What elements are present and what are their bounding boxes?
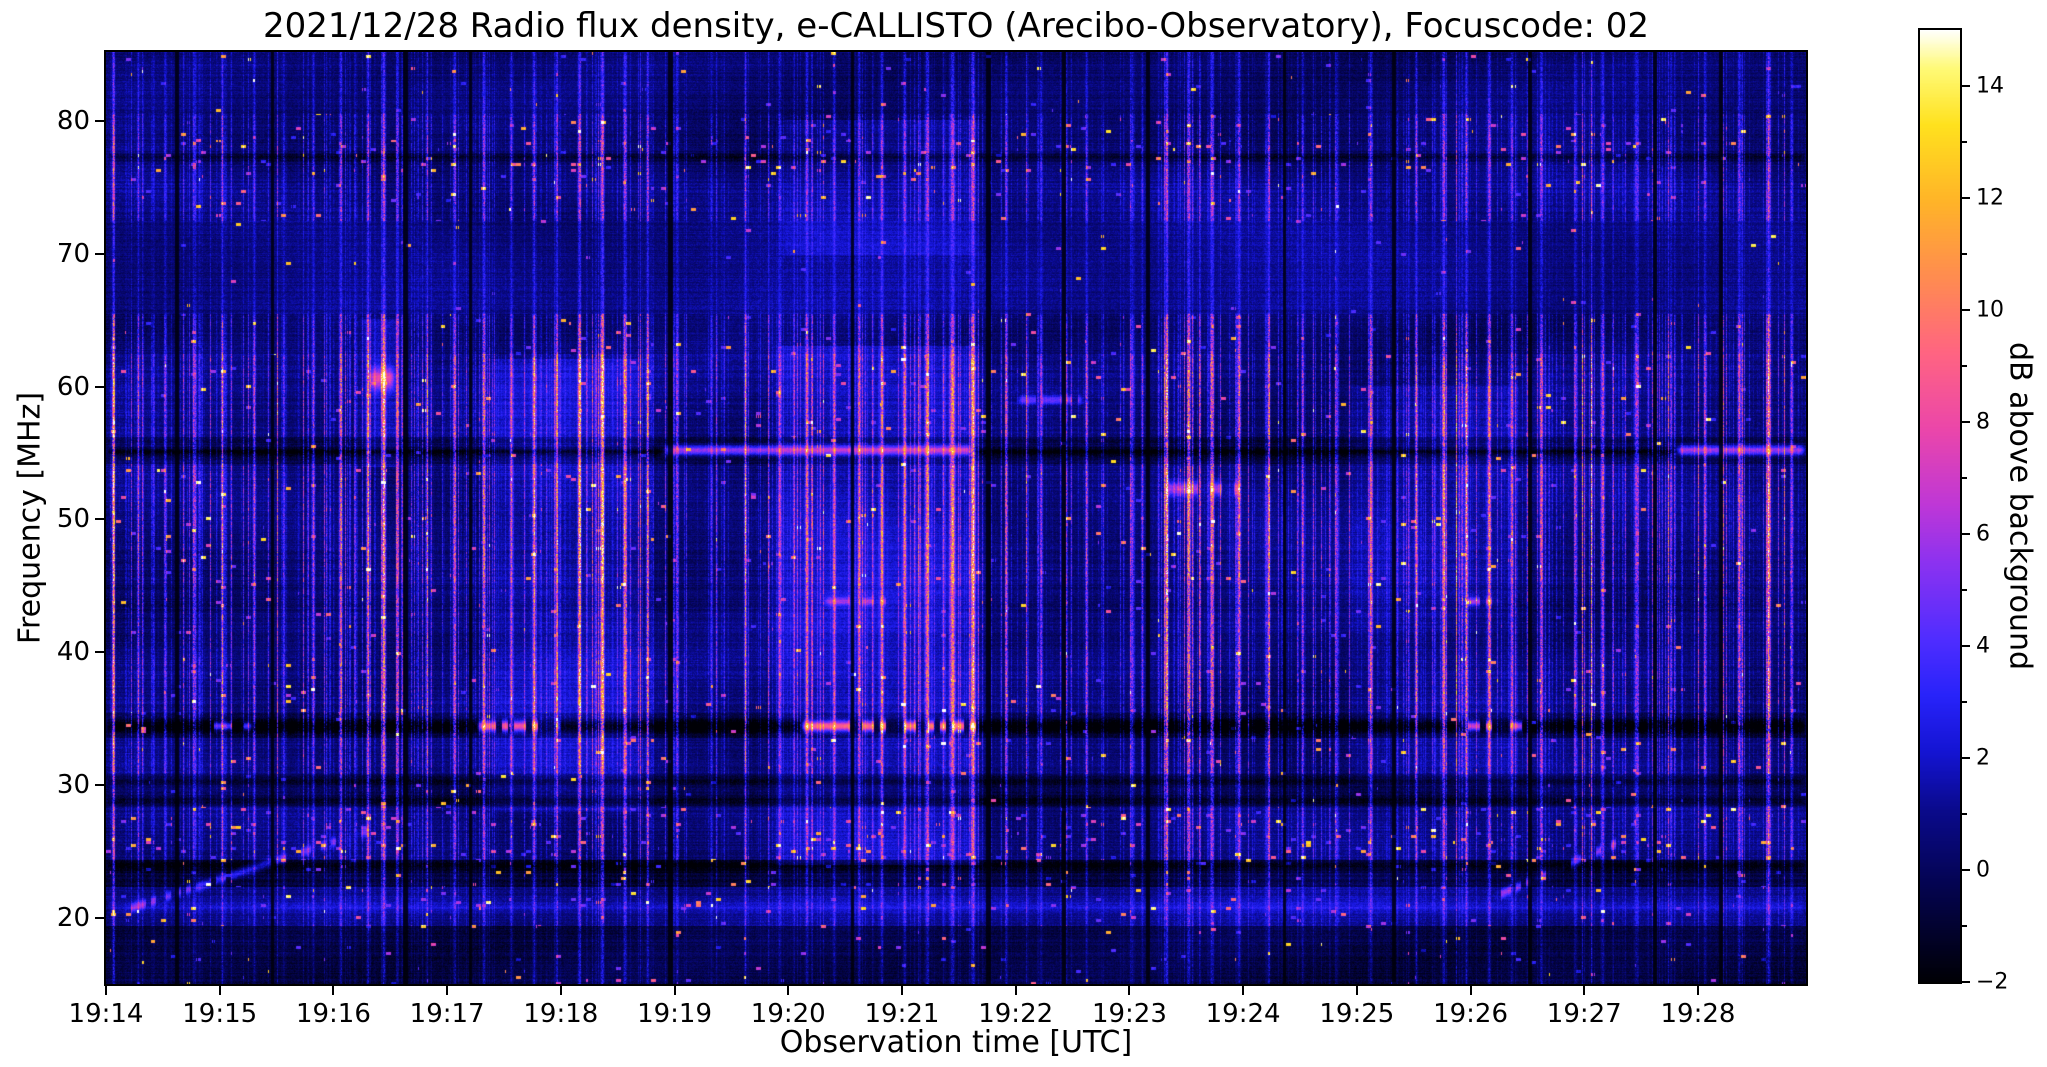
x-tick-mark <box>1583 986 1586 995</box>
x-tick-label: 19:22 <box>978 999 1054 1029</box>
colorbar-tick-mark <box>1962 645 1970 647</box>
colorbar-tick-label: 0 <box>1976 857 1990 883</box>
x-tick-mark <box>1242 986 1245 995</box>
x-tick-mark <box>1469 986 1472 995</box>
colorbar-minor-tick-mark <box>1962 365 1967 367</box>
x-tick-label: 19:17 <box>409 999 485 1029</box>
y-tick-label: 80 <box>56 106 90 137</box>
x-tick-mark <box>1355 986 1358 995</box>
x-tick-mark <box>446 986 449 995</box>
x-tick-mark <box>1128 986 1131 995</box>
y-tick-label: 70 <box>56 238 90 269</box>
y-tick-label: 40 <box>56 637 90 668</box>
x-tick-label: 19:24 <box>1205 999 1281 1029</box>
plot-frame <box>104 50 1808 986</box>
colorbar-minor-tick-mark <box>1962 253 1967 255</box>
x-tick-mark <box>673 986 676 995</box>
colorbar-tick-mark <box>1962 981 1970 983</box>
y-tick-label: 50 <box>56 504 90 535</box>
x-tick-mark <box>559 986 562 995</box>
x-tick-mark <box>1696 986 1699 995</box>
y-tick-mark <box>95 252 104 255</box>
y-tick-label: 30 <box>56 769 90 800</box>
y-tick-mark <box>95 385 104 388</box>
x-tick-mark <box>900 986 903 995</box>
colorbar-tick-label: 12 <box>1976 185 2004 211</box>
colorbar-tick-mark <box>1962 533 1970 535</box>
y-tick-mark <box>95 916 104 919</box>
x-tick-mark <box>1014 986 1017 995</box>
colorbar-minor-tick-mark <box>1962 813 1967 815</box>
chart-title: 2021/12/28 Radio flux density, e-CALLIST… <box>263 6 1649 46</box>
colorbar-frame <box>1918 28 1962 984</box>
y-tick-mark <box>95 783 104 786</box>
x-tick-label: 19:18 <box>523 999 599 1029</box>
colorbar-label: dB above background <box>2002 341 2038 671</box>
x-tick-label: 19:28 <box>1660 999 1736 1029</box>
y-tick-label: 20 <box>56 902 90 933</box>
x-tick-mark <box>332 986 335 995</box>
colorbar-tick-mark <box>1962 85 1970 87</box>
colorbar-tick-label: 6 <box>1976 521 1990 547</box>
x-tick-label: 19:27 <box>1546 999 1622 1029</box>
colorbar-minor-tick-mark <box>1962 141 1967 143</box>
y-tick-mark <box>95 120 104 123</box>
colorbar-canvas <box>1920 30 1960 982</box>
x-tick-label: 19:26 <box>1433 999 1509 1029</box>
colorbar-minor-tick-mark <box>1962 925 1967 927</box>
x-tick-mark <box>218 986 221 995</box>
x-tick-label: 19:14 <box>68 999 144 1029</box>
x-tick-label: 19:19 <box>637 999 713 1029</box>
colorbar-tick-label: 2 <box>1976 745 1990 771</box>
colorbar-minor-tick-mark <box>1962 701 1967 703</box>
colorbar-tick-mark <box>1962 197 1970 199</box>
y-tick-mark <box>95 651 104 654</box>
x-tick-label: 19:16 <box>295 999 371 1029</box>
x-tick-label: 19:23 <box>1091 999 1167 1029</box>
colorbar-tick-mark <box>1962 421 1970 423</box>
x-tick-mark <box>787 986 790 995</box>
colorbar-tick-mark <box>1962 757 1970 759</box>
x-tick-label: 19:15 <box>182 999 258 1029</box>
colorbar-tick-label: −2 <box>1976 969 2009 995</box>
colorbar-minor-tick-mark <box>1962 589 1967 591</box>
x-tick-label: 19:25 <box>1319 999 1395 1029</box>
y-tick-mark <box>95 518 104 521</box>
colorbar-tick-mark <box>1962 309 1970 311</box>
x-axis-label: Observation time [UTC] <box>779 1025 1133 1060</box>
x-tick-label: 19:21 <box>864 999 940 1029</box>
colorbar-minor-tick-mark <box>1962 477 1967 479</box>
colorbar-tick-label: 4 <box>1976 633 1990 659</box>
colorbar-tick-mark <box>1962 869 1970 871</box>
colorbar-tick-label: 14 <box>1976 73 2004 99</box>
x-tick-label: 19:20 <box>750 999 826 1029</box>
colorbar-tick-label: 10 <box>1976 297 2004 323</box>
y-tick-label: 60 <box>56 371 90 402</box>
spectrogram-canvas <box>106 52 1806 984</box>
x-tick-mark <box>105 986 107 995</box>
colorbar-tick-label: 8 <box>1976 409 1990 435</box>
